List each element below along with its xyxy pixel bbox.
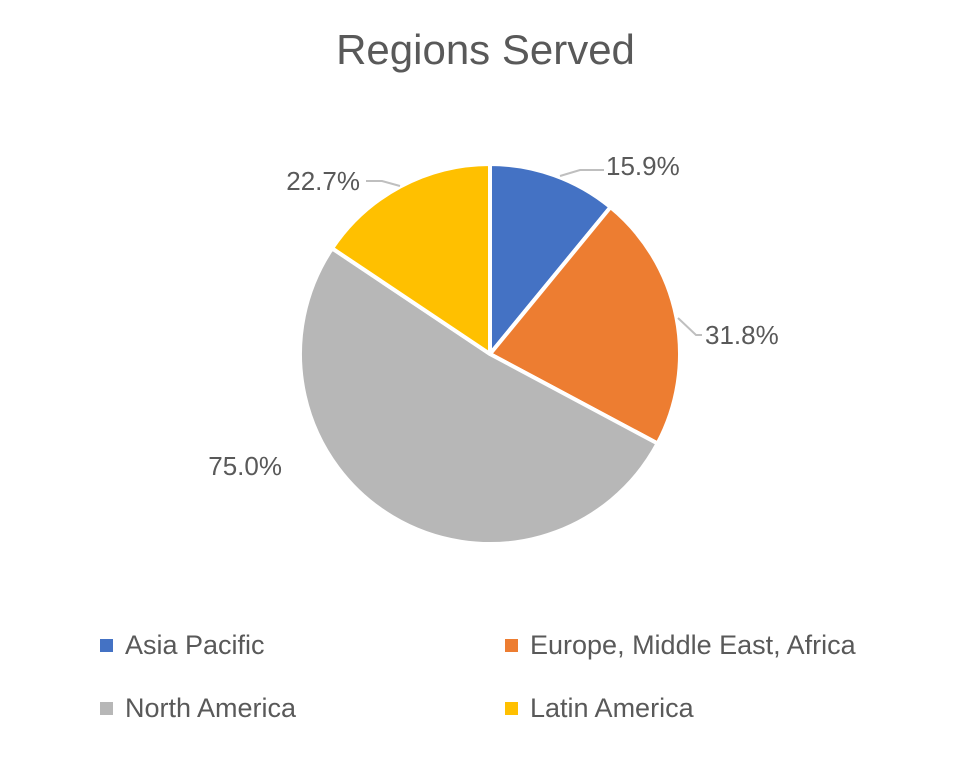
legend-label-asia-pacific: Asia Pacific <box>125 630 265 660</box>
data-label-north-america: 75.0% <box>208 451 282 481</box>
legend-swatch-latin-america <box>505 702 518 715</box>
data-label-europe-middle-east-africa: 31.8% <box>705 320 779 350</box>
pie-slice-north-america <box>298 246 660 547</box>
data-label-asia-pacific: 15.9% <box>606 151 680 181</box>
legend-label-latin-america: Latin America <box>530 693 694 723</box>
chart-title: Regions Served <box>336 26 635 73</box>
pie-slices <box>298 162 682 547</box>
legend-item-europe-middle-east-africa: Europe, Middle East, Africa <box>505 630 856 661</box>
legend-label-north-america: North America <box>125 693 297 723</box>
leader-line-asia-pacific <box>559 169 604 177</box>
data-labels: 15.9% 31.8% 75.0% 22.7% <box>208 151 778 481</box>
legend-swatch-asia-pacific <box>100 639 113 652</box>
legend-swatch-europe-middle-east-africa <box>505 639 518 652</box>
leader-line-latin-america <box>366 180 401 187</box>
leader-lines <box>366 169 702 336</box>
legend-item-latin-america: Latin America <box>505 693 694 724</box>
legend-swatch-north-america <box>100 702 113 715</box>
legend-label-europe-middle-east-africa: Europe, Middle East, Africa <box>530 630 856 660</box>
pie-slice-latin-america <box>330 162 492 356</box>
data-label-latin-america: 22.7% <box>286 166 360 196</box>
legend-item-north-america: North America <box>100 693 296 724</box>
pie-slice-asia-pacific <box>488 162 613 356</box>
leader-line-europe-middle-east-africa <box>677 317 702 336</box>
pie-slice-europe-middle-east-africa <box>488 205 682 446</box>
legend-item-asia-pacific: Asia Pacific <box>100 630 265 661</box>
